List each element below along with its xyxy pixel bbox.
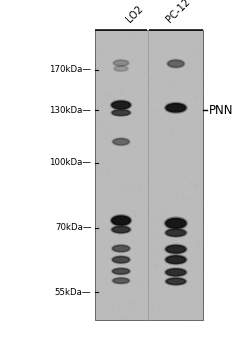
Ellipse shape [165,255,187,265]
Ellipse shape [114,66,128,71]
Ellipse shape [165,102,187,113]
Ellipse shape [168,60,184,67]
Ellipse shape [164,217,187,230]
Ellipse shape [112,138,130,146]
Ellipse shape [111,225,131,234]
Ellipse shape [113,65,129,72]
Ellipse shape [166,229,186,236]
Ellipse shape [113,139,129,145]
Ellipse shape [165,228,187,237]
Text: PNN: PNN [209,104,233,117]
Ellipse shape [111,109,131,116]
Text: 170kDa—: 170kDa— [49,65,91,75]
Ellipse shape [112,277,130,284]
Ellipse shape [166,256,186,264]
Ellipse shape [166,245,186,253]
Ellipse shape [166,104,186,112]
Bar [95,30,203,320]
Ellipse shape [112,101,130,109]
Ellipse shape [113,245,129,252]
Ellipse shape [112,60,129,66]
Text: 100kDa—: 100kDa— [49,158,91,167]
Ellipse shape [111,268,131,275]
Ellipse shape [114,60,128,66]
Ellipse shape [113,278,129,284]
Ellipse shape [111,256,131,264]
Ellipse shape [112,226,130,233]
Text: 70kDa—: 70kDa— [55,223,91,232]
Ellipse shape [165,277,187,286]
Ellipse shape [166,278,185,285]
Ellipse shape [111,244,131,253]
Ellipse shape [165,268,187,277]
Ellipse shape [113,257,129,263]
Ellipse shape [167,59,185,68]
Text: PC-12: PC-12 [164,0,192,25]
Text: 55kDa—: 55kDa— [55,288,91,297]
Ellipse shape [112,110,130,116]
Ellipse shape [113,268,129,274]
Ellipse shape [166,218,186,228]
Ellipse shape [166,269,186,276]
Text: LO2: LO2 [125,4,145,24]
Ellipse shape [110,100,132,110]
Ellipse shape [110,215,132,226]
Ellipse shape [165,244,187,254]
Text: 130kDa—: 130kDa— [49,106,91,115]
Ellipse shape [112,216,130,225]
